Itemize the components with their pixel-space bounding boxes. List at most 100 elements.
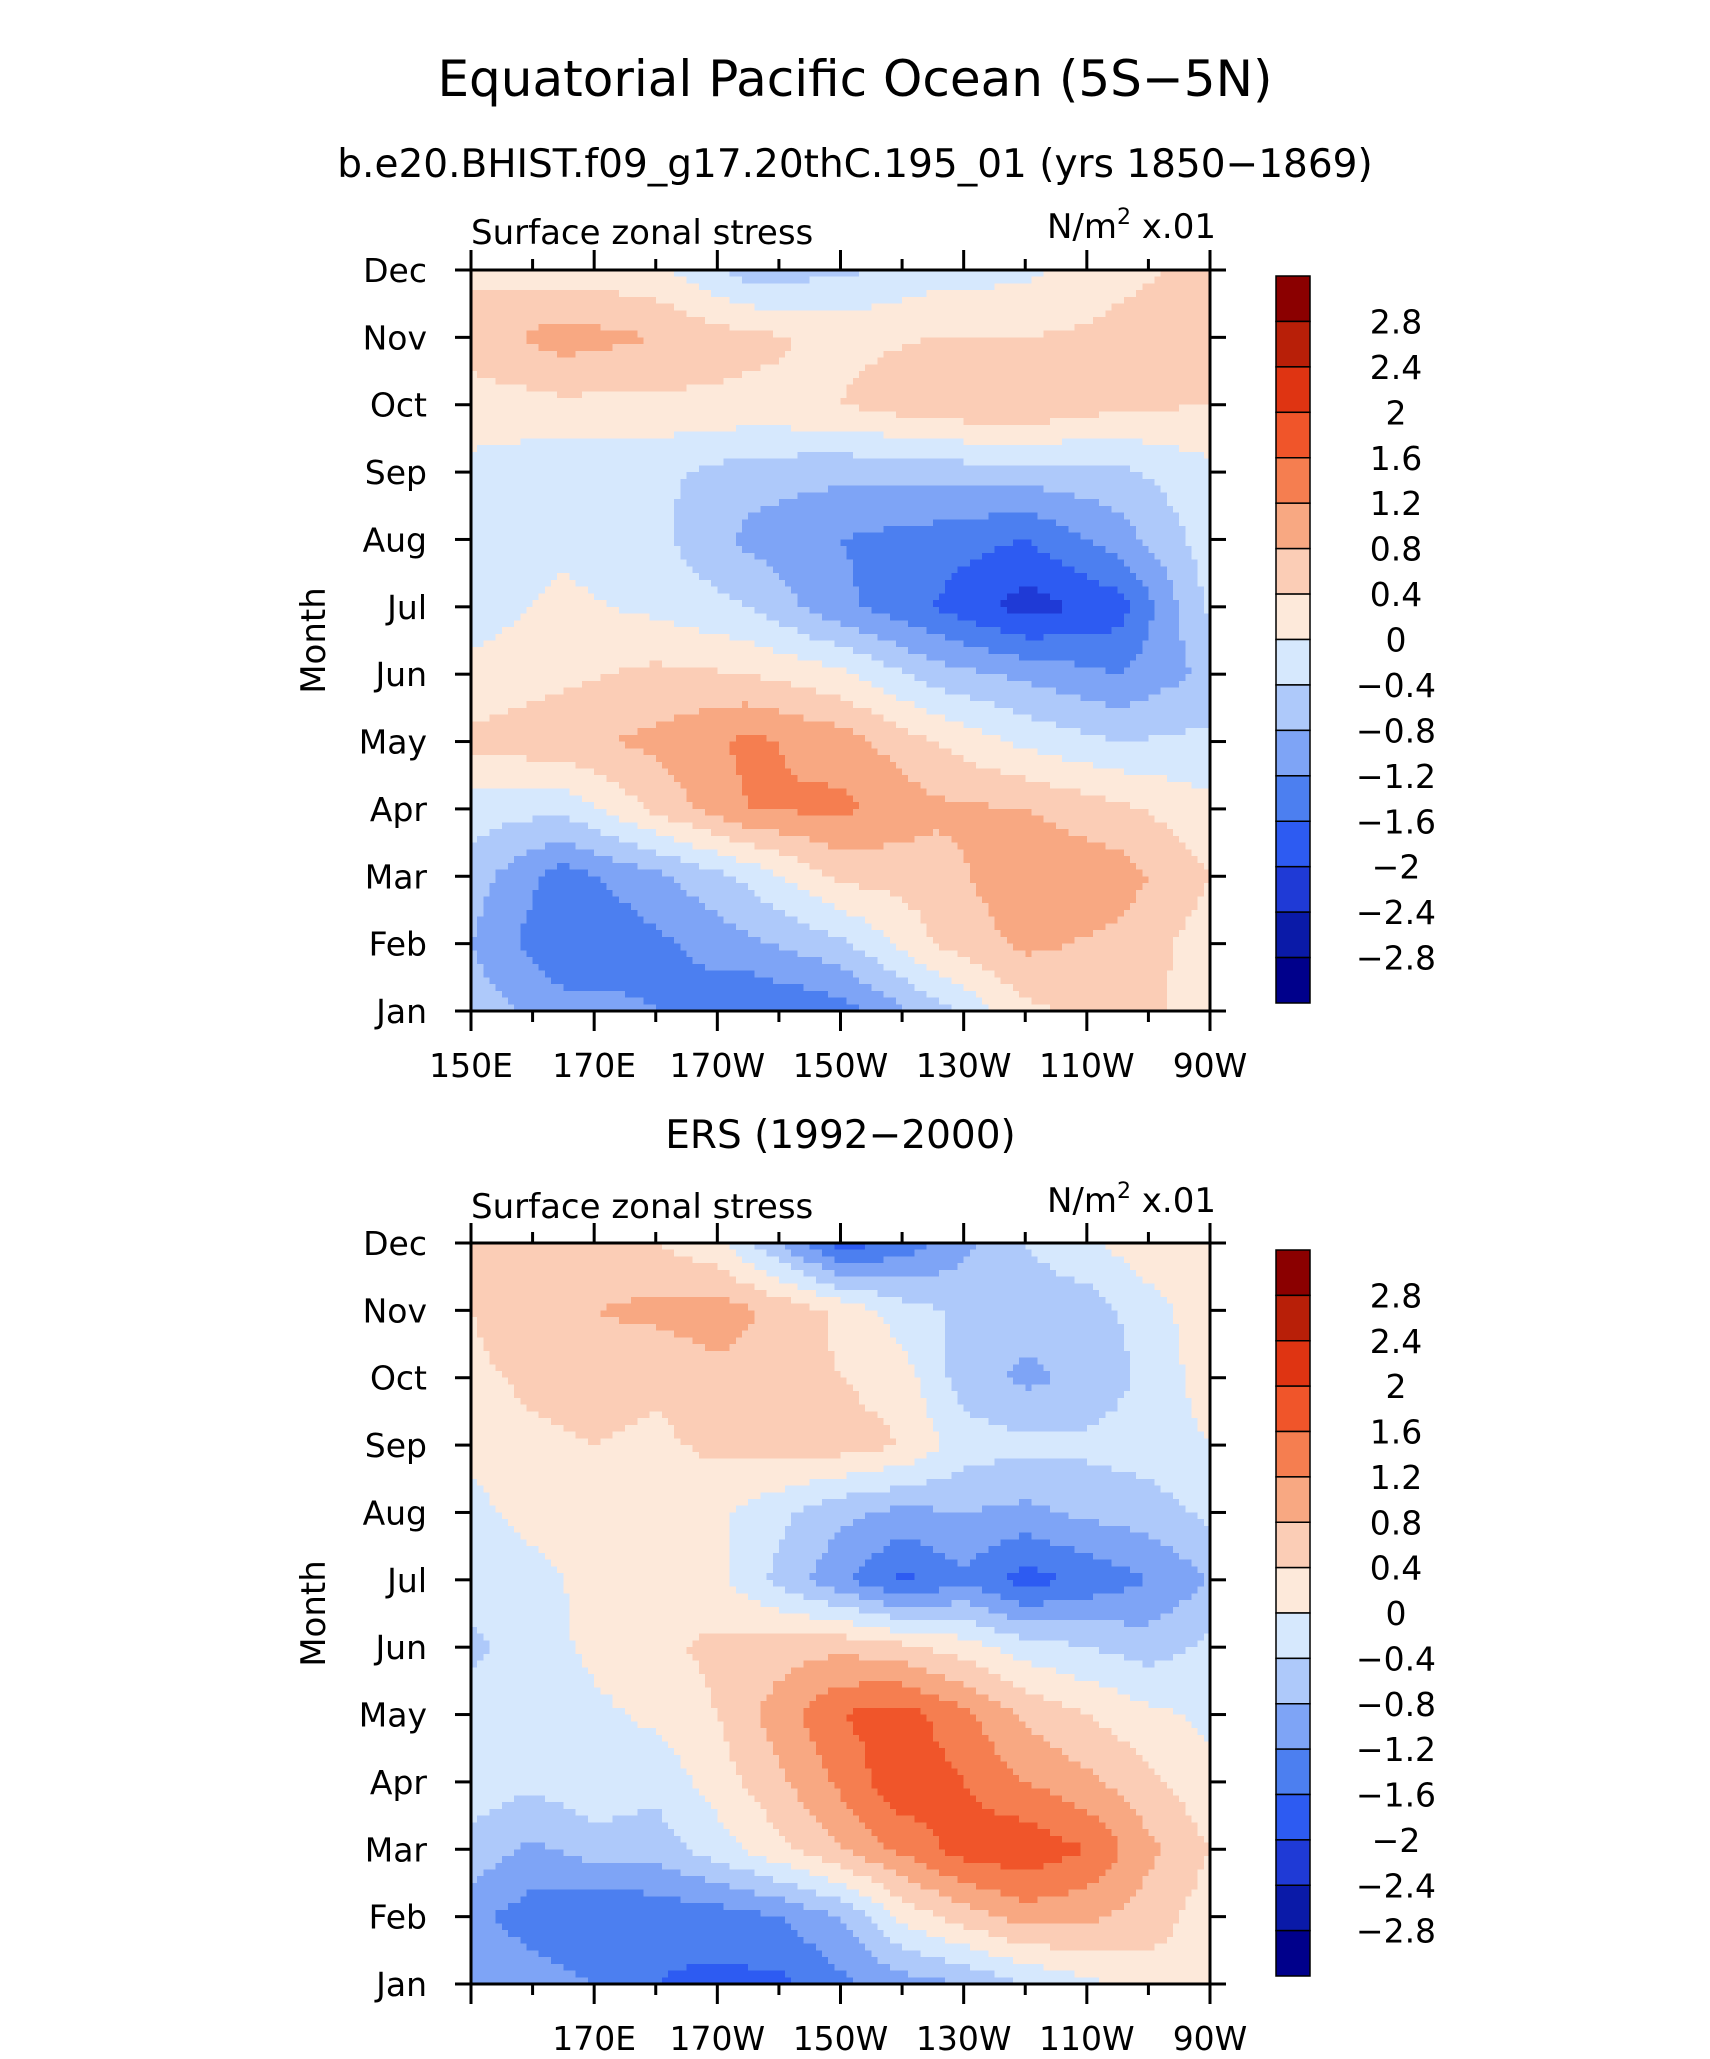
contour-cell <box>686 546 694 554</box>
contour-cell <box>1012 330 1020 338</box>
contour-cell <box>551 357 558 365</box>
contour-cell <box>514 377 521 386</box>
contour-cell <box>994 445 1002 453</box>
contour-cell <box>477 525 484 534</box>
contour-cell <box>1179 465 1186 473</box>
contour-cell <box>520 465 528 473</box>
contour-cell <box>778 296 786 305</box>
contour-cell <box>877 458 885 466</box>
contour-cell <box>1086 492 1094 500</box>
contour-cell <box>920 357 928 365</box>
contour-cell <box>741 357 749 365</box>
contour-cell <box>1043 384 1051 392</box>
contour-cell <box>982 418 989 426</box>
contour-cell <box>988 438 996 446</box>
contour-cell <box>1197 344 1205 352</box>
contour-cell <box>766 310 774 318</box>
contour-cell <box>1166 438 1174 446</box>
contour-cell <box>1148 290 1156 298</box>
contour-cell <box>1173 512 1180 520</box>
contour-cell <box>1019 519 1026 527</box>
contour-cell <box>686 337 694 345</box>
contour-cell <box>1000 492 1008 500</box>
contour-cell <box>969 519 977 527</box>
contour-cell <box>557 451 564 460</box>
contour-cell <box>1049 270 1057 278</box>
contour-cell <box>471 384 478 392</box>
contour-cell <box>858 323 866 332</box>
contour-cell <box>1111 458 1119 466</box>
contour-cell <box>495 411 503 419</box>
contour-cell <box>803 357 811 365</box>
contour-cell <box>982 539 989 547</box>
contour-field <box>471 270 1211 1012</box>
contour-cell <box>729 438 737 446</box>
contour-cell <box>1080 371 1088 379</box>
contour-cell <box>1049 276 1057 285</box>
contour-cell <box>1117 397 1125 406</box>
contour-cell <box>674 525 681 534</box>
contour-cell <box>822 377 829 386</box>
contour-cell <box>1049 404 1057 413</box>
contour-cell <box>1012 451 1020 460</box>
contour-cell <box>778 404 786 413</box>
contour-cell <box>1154 337 1162 345</box>
contour-cell <box>988 424 996 433</box>
contour-cell <box>668 546 675 554</box>
contour-cell <box>815 323 823 332</box>
contour-cell <box>951 364 959 372</box>
contour-cell <box>575 276 583 285</box>
contour-cell <box>748 364 755 372</box>
contour-cell <box>760 357 768 365</box>
contour-cell <box>729 431 737 440</box>
contour-cell <box>1092 391 1100 399</box>
contour-cell <box>483 512 491 520</box>
contour-cell <box>815 465 823 473</box>
contour-cell <box>815 438 823 446</box>
contour-cell <box>815 371 823 379</box>
contour-cell <box>612 445 620 453</box>
contour-cell <box>1074 303 1082 312</box>
contour-cell <box>717 290 725 298</box>
contour-cell <box>600 283 608 291</box>
contour-cell <box>932 519 940 527</box>
contour-cell <box>557 283 564 291</box>
contour-cell <box>963 438 971 446</box>
contour-cell <box>994 377 1002 386</box>
contour-cell <box>914 330 922 338</box>
contour-cell <box>772 323 780 332</box>
contour-cell <box>914 296 922 305</box>
contour-cell <box>951 290 959 298</box>
contour-cell <box>483 431 491 440</box>
contour-cell <box>791 344 798 352</box>
contour-cell <box>594 337 601 345</box>
contour-cell <box>612 397 620 406</box>
contour-cell <box>772 546 780 554</box>
contour-cell <box>477 283 484 291</box>
contour-cell <box>483 499 491 507</box>
contour-cell <box>1012 337 1020 345</box>
contour-cell <box>1092 276 1100 285</box>
contour-cell <box>1154 310 1162 318</box>
contour-cell <box>680 303 688 312</box>
contour-cell <box>1185 512 1193 520</box>
contour-cell <box>1203 391 1211 399</box>
contour-cell <box>606 492 614 500</box>
contour-cell <box>1031 512 1039 520</box>
contour-cell <box>889 337 897 345</box>
contour-cell <box>501 330 509 338</box>
contour-cell <box>563 384 571 392</box>
contour-cell <box>754 512 762 520</box>
contour-cell <box>563 478 571 487</box>
contour-cell <box>631 350 638 359</box>
contour-cell <box>815 344 823 352</box>
contour-cell <box>674 451 681 460</box>
contour-cell <box>717 337 725 345</box>
contour-cell <box>643 418 651 426</box>
contour-cell <box>594 290 601 298</box>
contour-cell <box>1154 438 1162 446</box>
contour-cell <box>532 539 540 547</box>
contour-cell <box>852 323 860 332</box>
contour-cell <box>969 431 977 440</box>
contour-cell <box>649 431 657 440</box>
